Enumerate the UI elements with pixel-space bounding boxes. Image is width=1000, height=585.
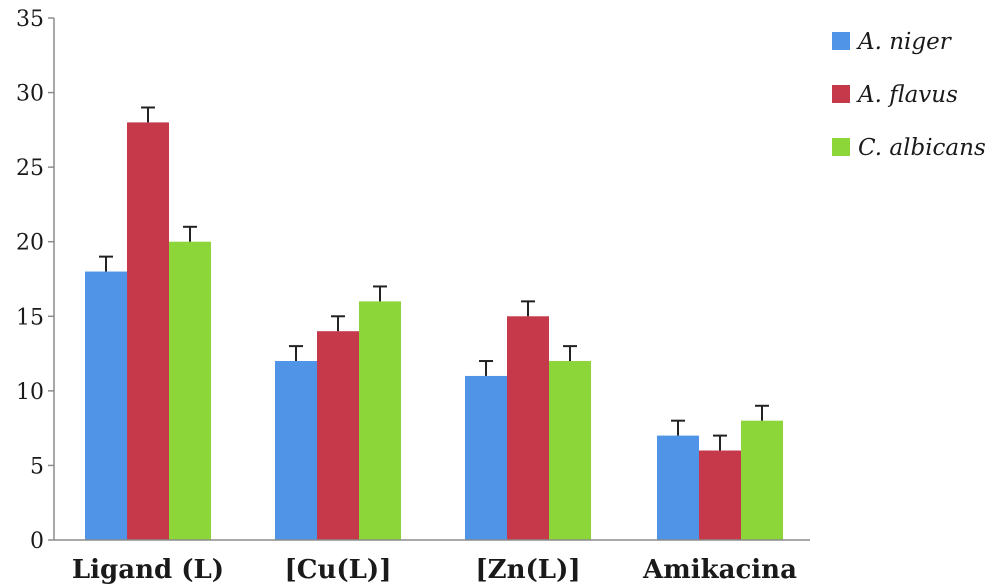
y-tick-label: 25 [16, 156, 44, 181]
bar [359, 301, 401, 540]
y-tick-label: 5 [30, 454, 44, 479]
x-tick-label: [Cu(L)] [284, 555, 391, 585]
bar [85, 271, 127, 540]
x-tick-label: [Zn(L)] [475, 555, 580, 585]
bar [317, 331, 359, 540]
legend-label: A. niger [856, 29, 953, 55]
bar [169, 241, 211, 540]
error-bars [99, 106, 769, 451]
bar [657, 435, 699, 540]
bars [85, 122, 783, 541]
x-tick-label: Amikacina [642, 555, 797, 585]
x-tick-label: Ligand (L) [72, 555, 224, 585]
legend-swatch [832, 138, 850, 156]
bar [275, 361, 317, 540]
bar [507, 316, 549, 540]
bar [699, 450, 741, 540]
y-tick-label: 0 [30, 529, 44, 554]
y-tick-label: 35 [16, 7, 44, 32]
legend-swatch [832, 32, 850, 50]
y-axis: 0 5 10 15 20 25 30 35 [16, 7, 55, 554]
legend-swatch [832, 85, 850, 103]
bar [465, 375, 507, 540]
bar [127, 122, 169, 541]
y-tick-label: 30 [16, 82, 44, 107]
y-tick-label: 20 [16, 231, 44, 256]
legend-label: A. flavus [856, 82, 958, 108]
legend-label: C. albicans [858, 135, 986, 161]
y-tick-label: 15 [16, 305, 44, 330]
y-tick-label: 10 [16, 380, 44, 405]
bar [549, 361, 591, 540]
x-axis: Ligand (L) [Cu(L)] [Zn(L)] Amikacina [54, 539, 810, 585]
legend: A. niger A. flavus C. albicans [832, 29, 986, 161]
bar [741, 420, 783, 540]
